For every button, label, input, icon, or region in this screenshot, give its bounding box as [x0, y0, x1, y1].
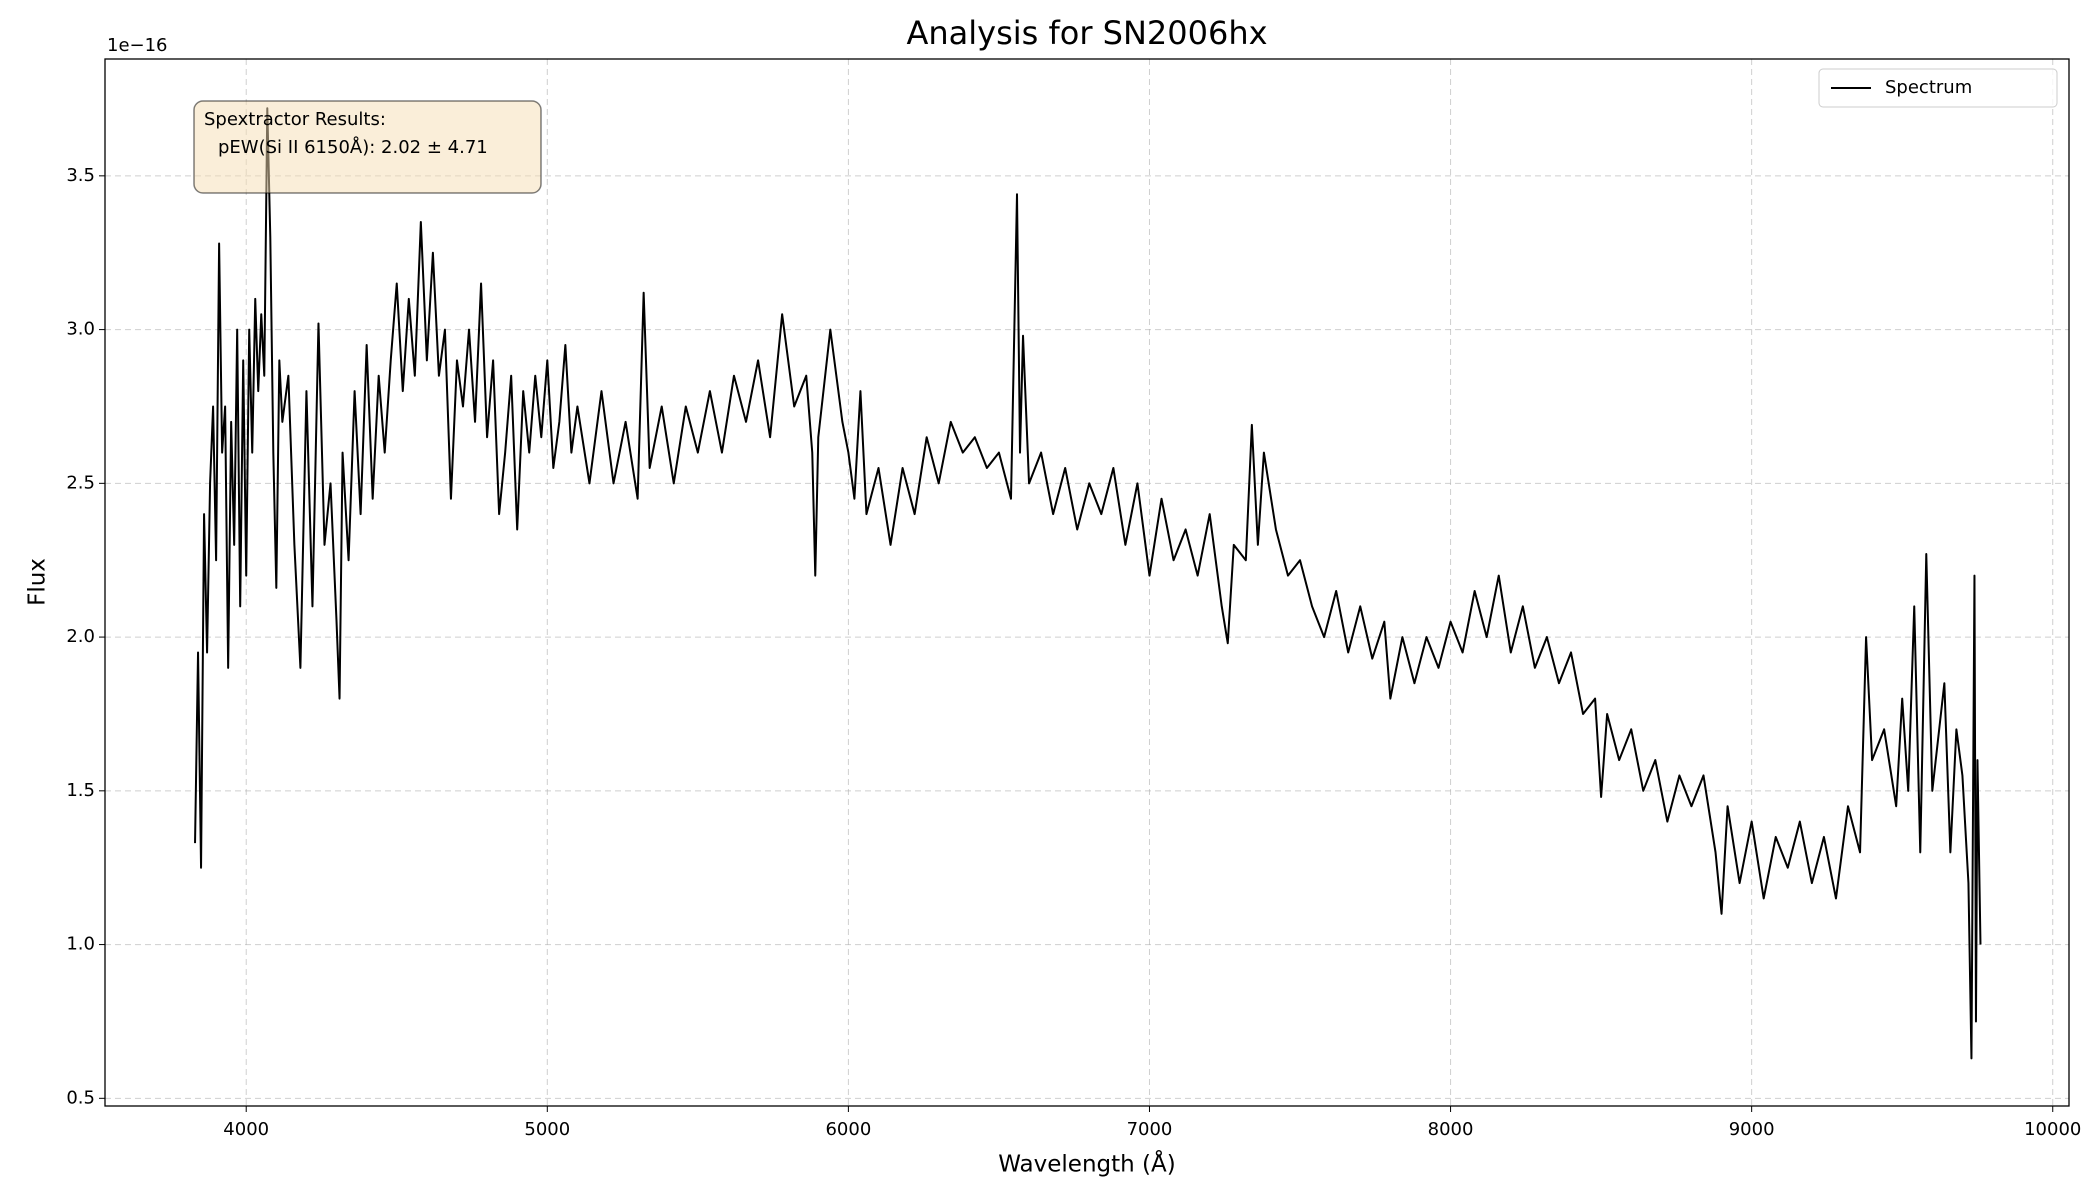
- legend-box: [1818, 68, 2058, 108]
- x-tick-label: 4000: [223, 1119, 269, 1140]
- y-tick-label: 3.0: [66, 319, 95, 340]
- spectrum-line: [194, 107, 1982, 1060]
- y-tick-label: 0.5: [66, 1087, 95, 1108]
- legend-label: Spectrum: [1885, 77, 1972, 98]
- x-tick-label: 5000: [524, 1119, 570, 1140]
- y-tick-label: 1.5: [66, 780, 95, 801]
- y-tick-label: 2.5: [66, 472, 95, 493]
- annotation-box: [193, 100, 542, 194]
- chart-title: Analysis for SN2006hx: [906, 14, 1267, 52]
- annotation-text: Spextractor Results:: [204, 109, 386, 130]
- y-offset-label: 1e−16: [107, 35, 168, 56]
- axes-frame: [104, 58, 2070, 1107]
- y-axis-label: Flux: [25, 558, 51, 606]
- y-tick-label: 2.0: [66, 626, 95, 647]
- y-tick-label: 3.5: [66, 165, 95, 186]
- y-tick-label: 1.0: [66, 934, 95, 955]
- x-axis-label: Wavelength (Å): [998, 1150, 1175, 1178]
- annotation-text: pEW(Si II 6150Å): 2.02 ± 4.71: [218, 136, 488, 158]
- x-tick-label: 8000: [1428, 1119, 1474, 1140]
- x-tick-label: 10000: [2024, 1119, 2081, 1140]
- x-tick-label: 7000: [1127, 1119, 1173, 1140]
- x-tick-label: 9000: [1729, 1119, 1775, 1140]
- x-tick-label: 6000: [825, 1119, 871, 1140]
